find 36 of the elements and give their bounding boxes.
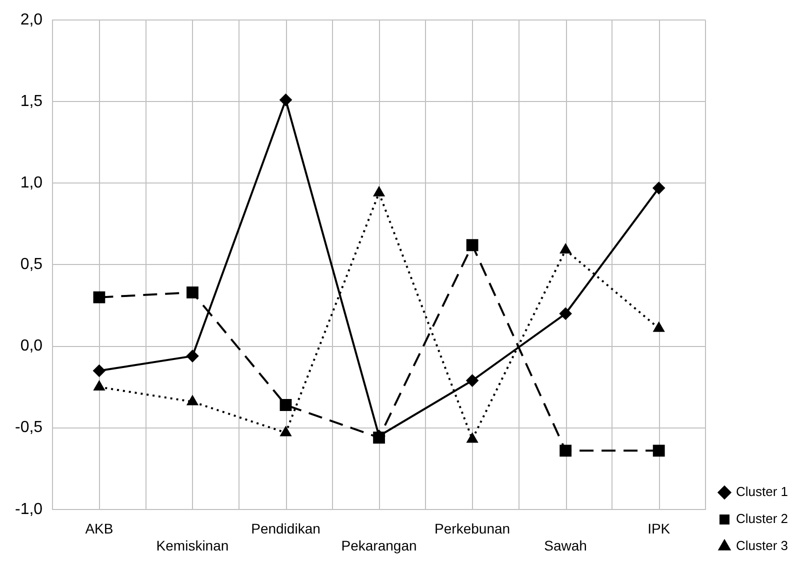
point <box>560 244 571 254</box>
point <box>652 444 665 457</box>
point <box>280 399 292 411</box>
y-tick-label: 0,5 <box>20 256 43 274</box>
y-tick-label: 1,5 <box>20 92 43 110</box>
point <box>560 308 572 320</box>
y-tick-label: -0,5 <box>14 419 43 436</box>
x-tick-label: Perkebunan <box>434 520 510 537</box>
point <box>560 444 572 457</box>
x-tick-label: Pendidikan <box>251 520 320 537</box>
y-tick-label: 1,0 <box>20 174 43 192</box>
point <box>93 364 106 377</box>
legend-label: Cluster 2 <box>736 511 788 526</box>
point <box>187 396 198 406</box>
point <box>186 286 198 298</box>
point <box>654 322 664 332</box>
x-tick-label: Sawah <box>544 537 587 554</box>
y-tick-label: -1,0 <box>14 500 43 518</box>
point <box>374 186 384 196</box>
point <box>93 291 106 304</box>
x-tick-label: Pekarangan <box>341 537 417 554</box>
point <box>280 426 292 436</box>
point <box>466 239 478 252</box>
legend-label: Cluster 3 <box>736 538 788 554</box>
x-tick-label: IPK <box>648 520 671 537</box>
y-tick-label: 2,0 <box>20 11 43 28</box>
y-tick-label: 0,0 <box>20 338 43 355</box>
point <box>652 182 665 194</box>
point <box>280 94 292 106</box>
point <box>466 374 478 387</box>
point <box>186 350 198 362</box>
x-tick-label: Kemiskinan <box>156 537 229 554</box>
point <box>94 381 105 391</box>
x-tick-label: AKB <box>85 520 114 537</box>
point <box>466 433 478 443</box>
legend-label: Cluster 1 <box>736 484 788 500</box>
